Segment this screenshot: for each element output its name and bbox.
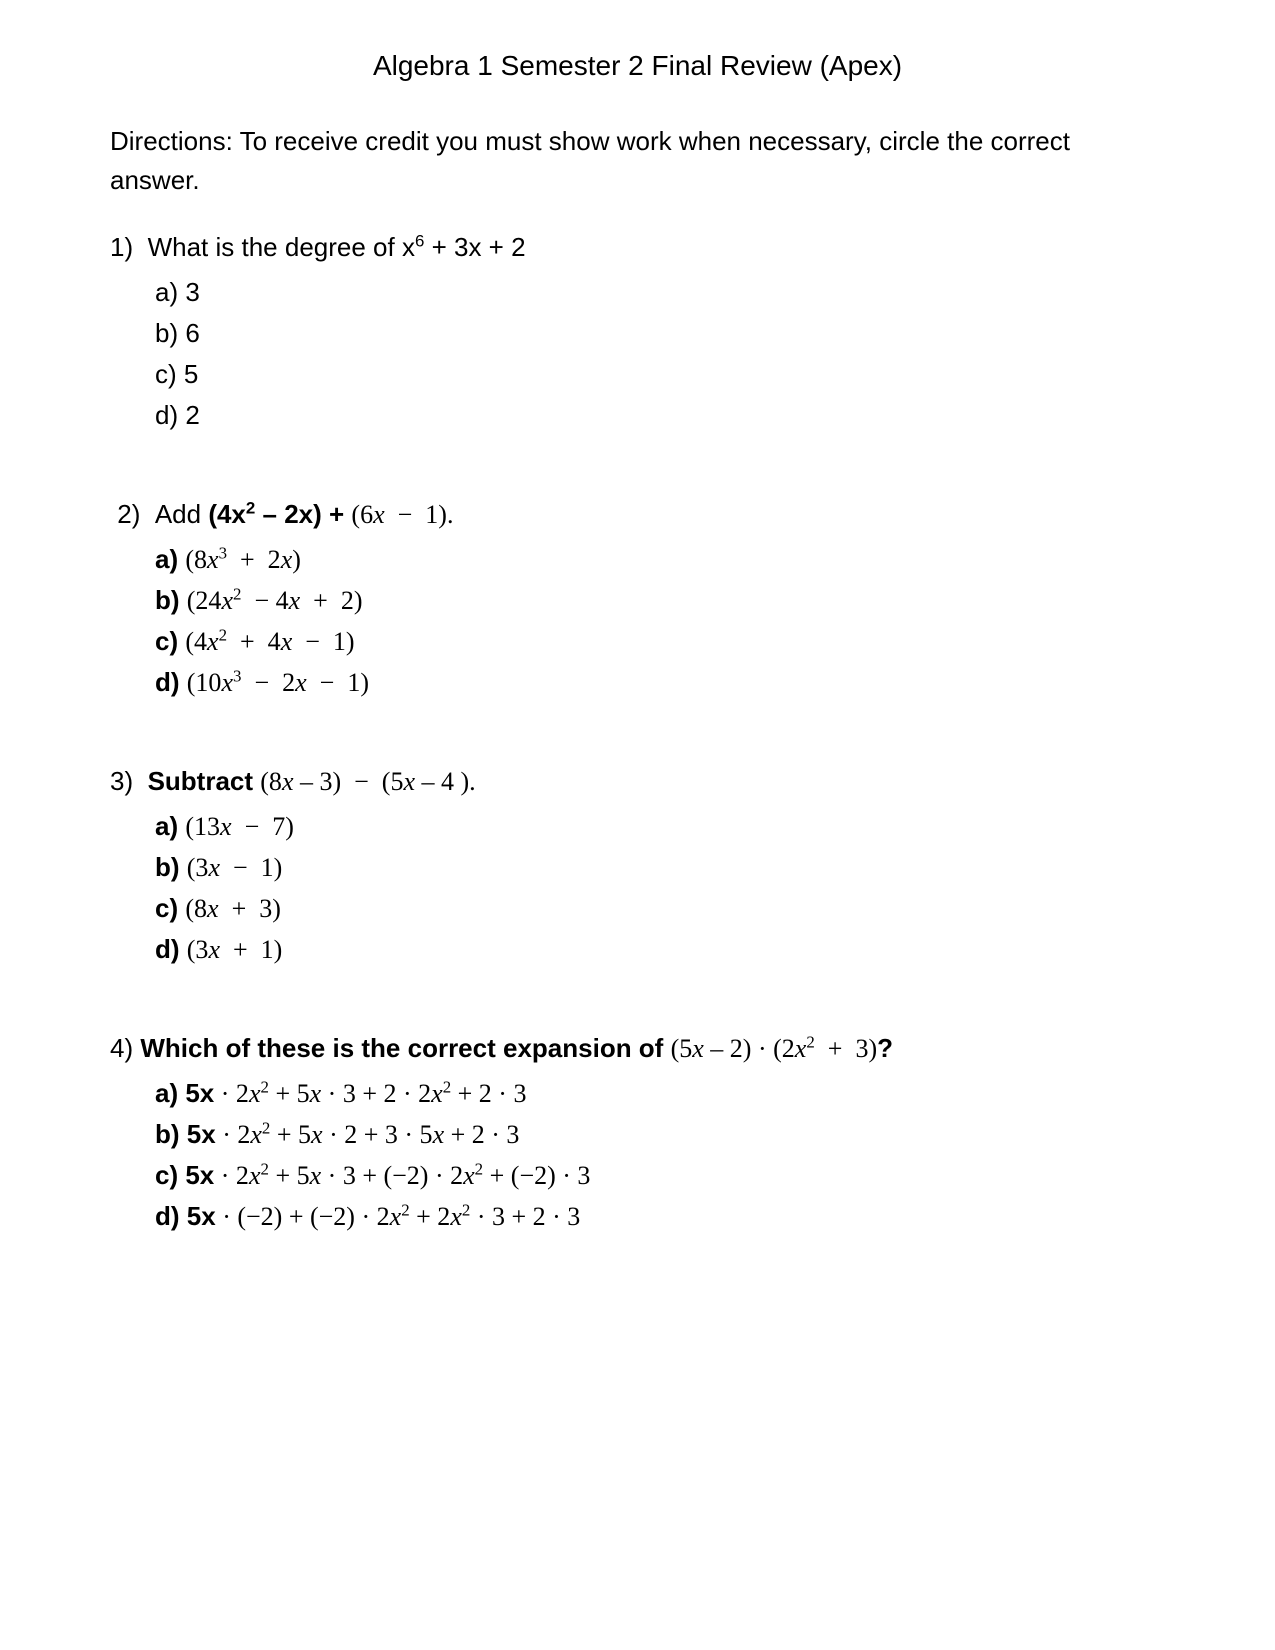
option-c: c) 5 xyxy=(155,355,1165,394)
option-math: (8x + 3) xyxy=(185,894,281,923)
option-b: b) (24x2 − 4x + 2) xyxy=(155,581,1165,620)
question-stem: 2) Add (4x2 – 2x) + (6x − 1). xyxy=(110,495,1165,534)
option-d: d) (3x + 1) xyxy=(155,930,1165,969)
stem-text: What is the degree of xyxy=(148,232,402,262)
option-text: 5 xyxy=(184,359,198,389)
question-1: 1) What is the degree of x6 + 3x + 2 a) … xyxy=(110,228,1165,435)
option-c: c) (4x2 + 4x − 1) xyxy=(155,622,1165,661)
option-b: b) 5x · 2x2 + 5x · 2 + 3 · 5x + 2 · 3 xyxy=(155,1115,1165,1154)
stem-suffix: ? xyxy=(877,1033,893,1063)
question-number: 1) xyxy=(110,232,133,262)
option-math: (13x − 7) xyxy=(185,812,294,841)
option-math: · 2x2 + 5x · 3 + (−2) · 2x2 + (−2) · 3 xyxy=(214,1161,590,1190)
page-title: Algebra 1 Semester 2 Final Review (Apex) xyxy=(110,50,1165,82)
stem-math: (8x – 3) − (5x – 4 ). xyxy=(260,767,475,796)
option-math: (24x2 − 4x + 2) xyxy=(187,586,363,615)
option-d: d) 2 xyxy=(155,396,1165,435)
option-math: (4x2 + 4x − 1) xyxy=(185,627,354,656)
stem-text: Which of these is the correct expansion … xyxy=(140,1033,670,1063)
stem-text: Subtract xyxy=(148,766,261,796)
option-math: (3x − 1) xyxy=(187,853,283,882)
question-stem: 1) What is the degree of x6 + 3x + 2 xyxy=(110,228,1165,267)
option-math: (3x + 1) xyxy=(187,935,283,964)
option-math: · 2x2 + 5x · 3 + 2 · 2x2 + 2 · 3 xyxy=(214,1079,526,1108)
stem-math: x6 + 3x + 2 xyxy=(402,232,526,262)
option-c: c) 5x · 2x2 + 5x · 3 + (−2) · 2x2 + (−2)… xyxy=(155,1156,1165,1195)
option-a: a) (8x3 + 2x) xyxy=(155,540,1165,579)
option-a: a) 5x · 2x2 + 5x · 3 + 2 · 2x2 + 2 · 3 xyxy=(155,1074,1165,1113)
options-list: a) 5x · 2x2 + 5x · 3 + 2 · 2x2 + 2 · 3 b… xyxy=(110,1074,1165,1236)
question-number: 4) xyxy=(110,1033,133,1063)
option-math: (10x3 − 2x − 1) xyxy=(187,668,369,697)
option-c: c) (8x + 3) xyxy=(155,889,1165,928)
stem-math: (5x – 2) · (2x2 + 3) xyxy=(671,1034,878,1063)
question-4: 4) Which of these is the correct expansi… xyxy=(110,1029,1165,1236)
directions-text: Directions: To receive credit you must s… xyxy=(110,122,1165,200)
page-container: Algebra 1 Semester 2 Final Review (Apex)… xyxy=(0,0,1275,1236)
option-a: a) 3 xyxy=(155,273,1165,312)
option-math: · (−2) + (−2) · 2x2 + 2x2 · 3 + 2 · 3 xyxy=(216,1202,581,1231)
options-list: a) (8x3 + 2x) b) (24x2 − 4x + 2) c) (4x2… xyxy=(110,540,1165,702)
option-text: 2 xyxy=(185,400,199,430)
option-text: 3 xyxy=(185,277,199,307)
question-number: 3) xyxy=(110,766,133,796)
question-2: 2) Add (4x2 – 2x) + (6x − 1). a) (8x3 + … xyxy=(110,495,1165,702)
option-b: b) 6 xyxy=(155,314,1165,353)
stem-text: Add xyxy=(155,499,209,529)
question-stem: 4) Which of these is the correct expansi… xyxy=(110,1029,1165,1068)
option-b: b) (3x − 1) xyxy=(155,848,1165,887)
option-d: d) (10x3 − 2x − 1) xyxy=(155,663,1165,702)
options-list: a) (13x − 7) b) (3x − 1) c) (8x + 3) d) … xyxy=(110,807,1165,969)
option-math: · 2x2 + 5x · 2 + 3 · 5x + 2 · 3 xyxy=(216,1120,520,1149)
option-text: 6 xyxy=(185,318,199,348)
options-list: a) 3 b) 6 c) 5 d) 2 xyxy=(110,273,1165,435)
option-math: (8x3 + 2x) xyxy=(185,545,301,574)
question-stem: 3) Subtract (8x – 3) − (5x – 4 ). xyxy=(110,762,1165,801)
stem-math: (6x − 1). xyxy=(351,500,453,529)
question-3: 3) Subtract (8x – 3) − (5x – 4 ). a) (13… xyxy=(110,762,1165,969)
option-d: d) 5x · (−2) + (−2) · 2x2 + 2x2 · 3 + 2 … xyxy=(155,1197,1165,1236)
stem-bold: (4x2 – 2x) + xyxy=(208,499,351,529)
option-a: a) (13x − 7) xyxy=(155,807,1165,846)
question-number: 2) xyxy=(117,499,140,529)
